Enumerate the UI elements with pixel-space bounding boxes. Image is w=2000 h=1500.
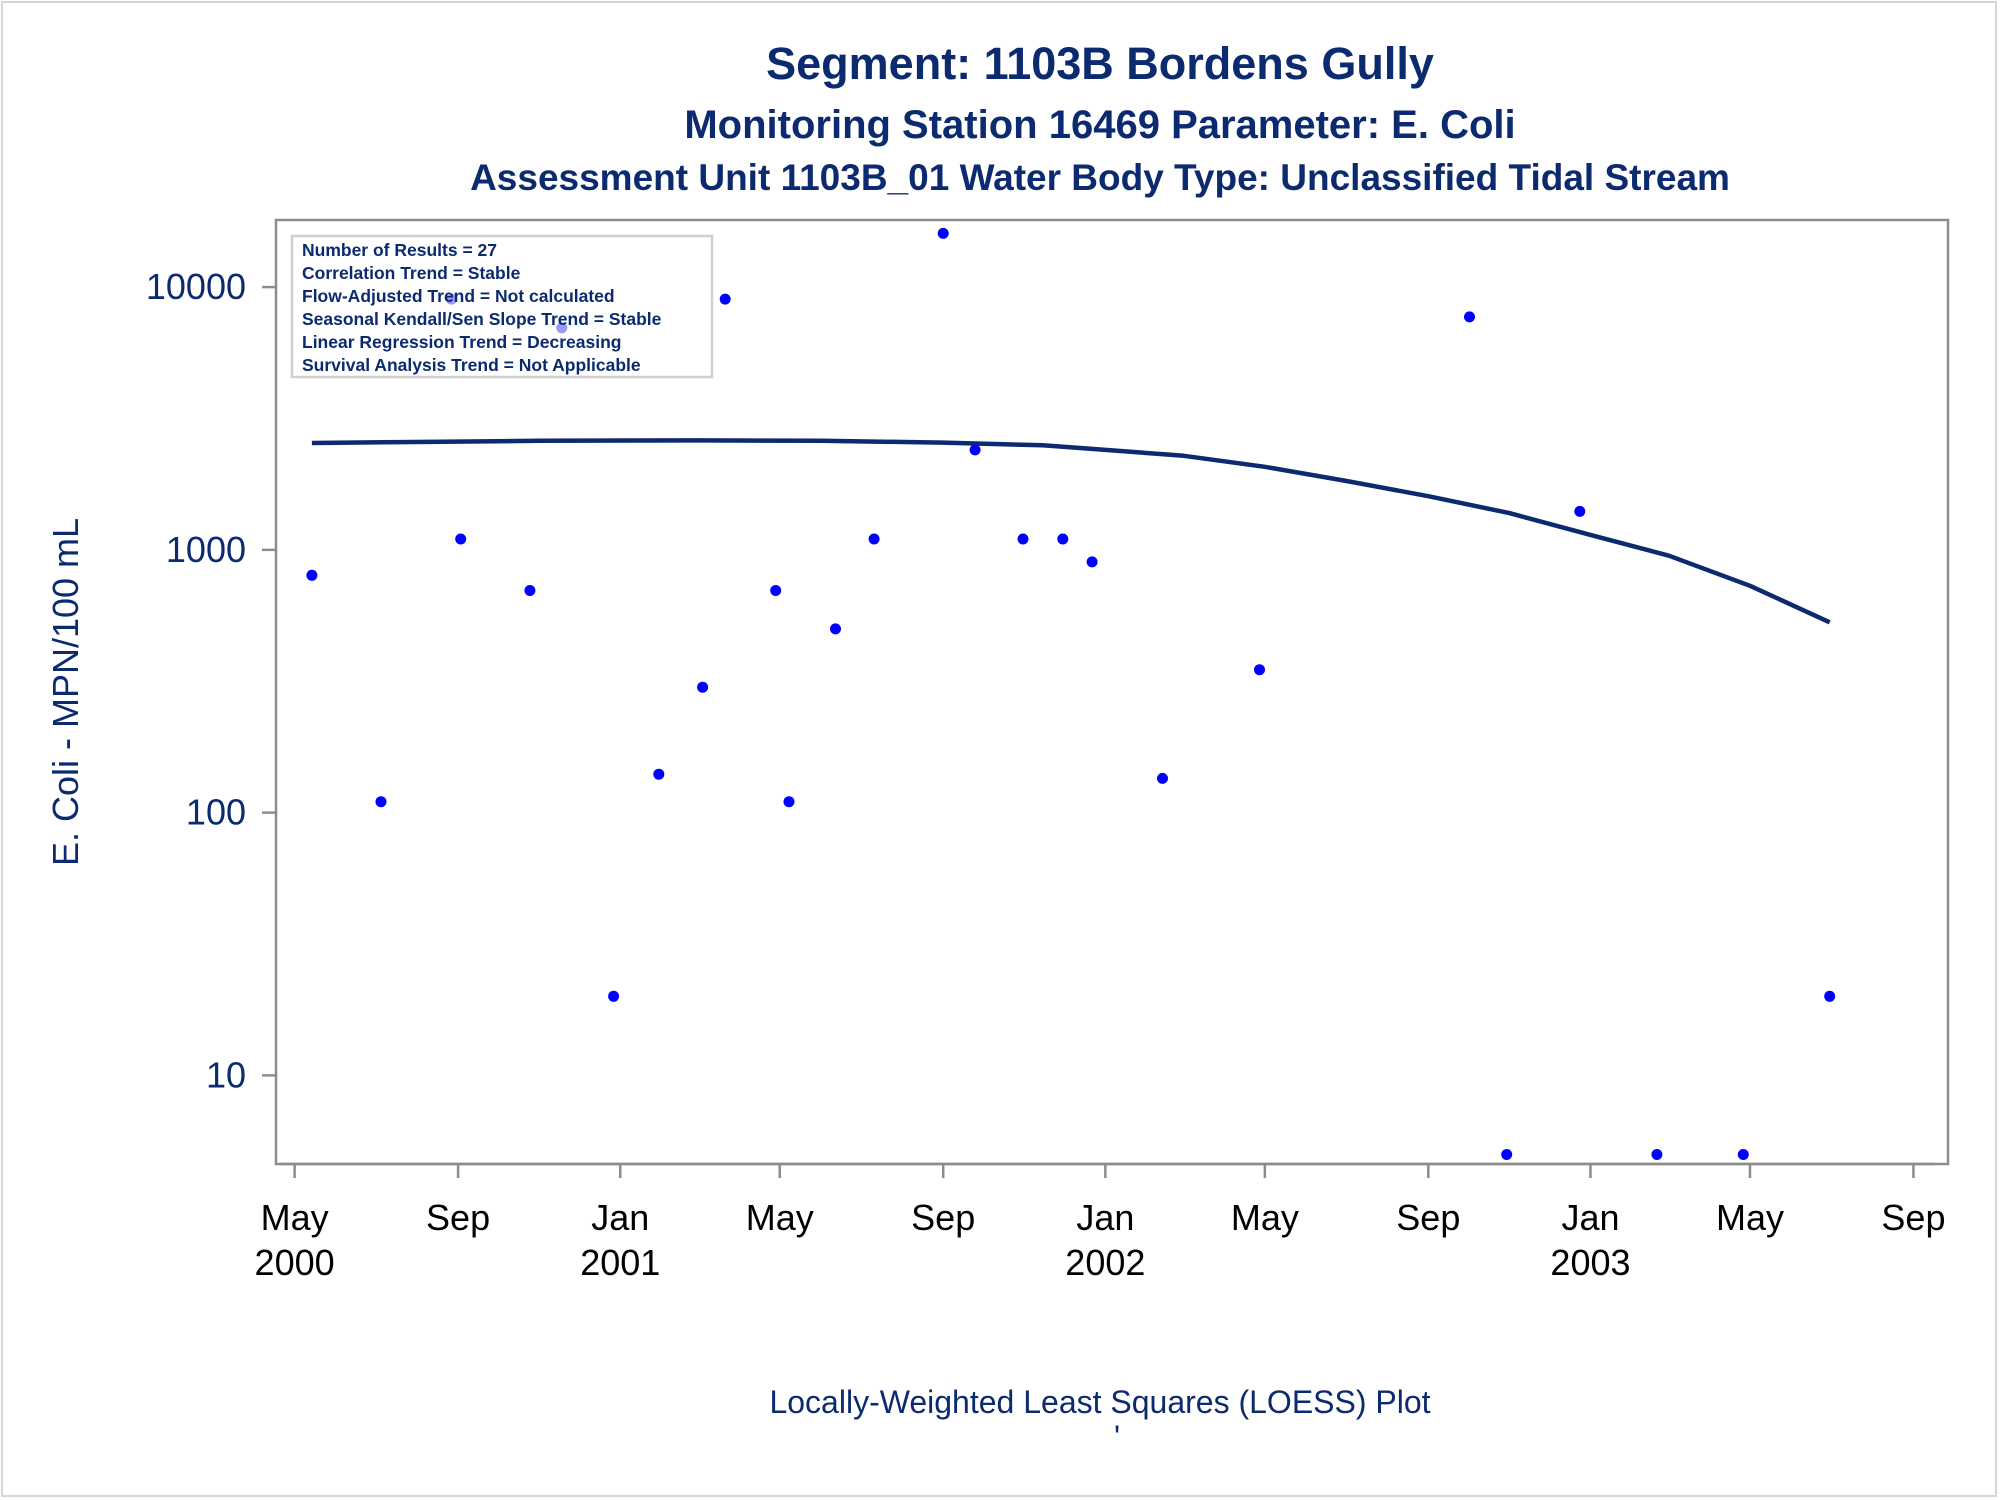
y-tick-label: 1000 xyxy=(166,529,246,570)
data-point xyxy=(1254,664,1265,676)
x-tick-label-month: May xyxy=(746,1197,814,1238)
data-point xyxy=(770,585,782,596)
x-tick-label-month: Sep xyxy=(426,1197,490,1238)
data-point xyxy=(1574,505,1586,517)
x-tick-label-month: Jan xyxy=(591,1197,649,1238)
x-tick-label-year: 2002 xyxy=(1065,1242,1145,1283)
x-tick-label-year: 2001 xyxy=(580,1242,660,1283)
loess-line xyxy=(311,438,1831,625)
data-point xyxy=(524,585,536,596)
stats-line: Linear Regression Trend = Decreasing xyxy=(302,332,622,352)
data-point xyxy=(830,623,841,635)
stats-box: Number of Results = 27 Correlation Trend … xyxy=(290,234,714,379)
x-tick-label-month: May xyxy=(1231,1197,1299,1238)
chart-subtitle-station: Monitoring Station 16469 Parameter: E. C… xyxy=(684,103,1515,147)
data-point xyxy=(375,796,387,808)
x-tick-label-year: 2000 xyxy=(255,1242,335,1283)
stats-line: Survival Analysis Trend = Not Applicable xyxy=(302,355,641,375)
stats-line: Seasonal Kendall/Sen Slope Trend = Stabl… xyxy=(302,309,662,329)
data-point xyxy=(719,293,731,305)
data-point xyxy=(653,768,665,780)
data-point xyxy=(1737,1149,1749,1160)
y-axis: 10 100 1000 10000 xyxy=(146,266,276,1095)
y-tick-label: 10000 xyxy=(146,266,246,307)
data-point xyxy=(697,681,709,693)
data-point xyxy=(1017,533,1029,545)
x-tick-label-month: May xyxy=(261,1197,329,1238)
x-tick-label-month: Jan xyxy=(1076,1197,1134,1238)
data-point xyxy=(1086,556,1098,568)
y-tick-label: 100 xyxy=(186,792,246,833)
y-tick-label: 10 xyxy=(206,1054,246,1095)
data-point xyxy=(868,533,880,545)
footnote-mark: ' xyxy=(1114,1419,1120,1455)
loess-series xyxy=(311,438,1831,625)
x-tick-label-year: 2003 xyxy=(1550,1242,1630,1283)
stats-line: Flow-Adjusted Trend = Not calculated xyxy=(302,286,615,306)
x-tick-label-month: May xyxy=(1716,1197,1784,1238)
stats-box-border xyxy=(290,234,714,379)
y-axis-title: E. Coli - MPN/100 mL xyxy=(45,518,86,866)
chart-title: Segment: 1103B Bordens Gully xyxy=(766,38,1434,89)
stats-line: Correlation Trend = Stable xyxy=(302,263,521,283)
data-point xyxy=(306,569,318,581)
data-point xyxy=(1157,772,1168,784)
data-point xyxy=(937,227,949,239)
x-tick-label-month: Sep xyxy=(1396,1197,1460,1238)
chart-subtitle-assessment: Assessment Unit 1103B_01 Water Body Type… xyxy=(470,157,1730,198)
data-point xyxy=(608,990,620,1002)
data-point xyxy=(1824,990,1836,1002)
data-point xyxy=(1651,1149,1663,1160)
data-point xyxy=(1057,533,1069,545)
x-tick-label-month: Jan xyxy=(1561,1197,1619,1238)
data-point xyxy=(969,444,981,456)
data-point xyxy=(1464,311,1475,323)
x-tick-label-month: Sep xyxy=(1881,1197,1945,1238)
stats-line: Number of Results = 27 xyxy=(302,240,497,260)
data-point xyxy=(455,533,467,545)
data-point xyxy=(783,796,795,808)
x-tick-label-month: Sep xyxy=(911,1197,975,1238)
footnote: Locally-Weighted Least Squares (LOESS) P… xyxy=(769,1384,1430,1420)
data-point xyxy=(1501,1149,1513,1160)
